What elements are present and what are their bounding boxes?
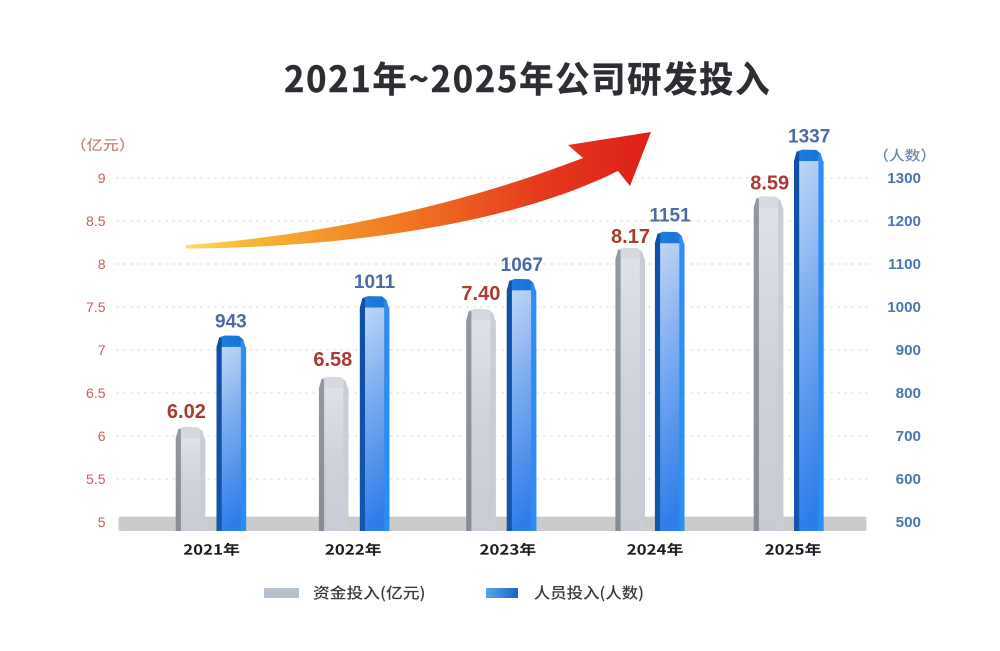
svg-text:7: 7 bbox=[98, 342, 106, 358]
svg-text:6.5: 6.5 bbox=[86, 385, 106, 401]
svg-text:1337: 1337 bbox=[788, 127, 830, 148]
svg-text:1300: 1300 bbox=[887, 170, 921, 187]
svg-text:1067: 1067 bbox=[501, 255, 543, 276]
svg-text:1151: 1151 bbox=[649, 206, 691, 227]
svg-text:600: 600 bbox=[896, 471, 921, 488]
svg-text:5.5: 5.5 bbox=[86, 471, 106, 487]
svg-text:1200: 1200 bbox=[887, 213, 921, 230]
svg-text:800: 800 bbox=[896, 385, 921, 402]
svg-text:1011: 1011 bbox=[354, 272, 396, 293]
svg-text:9: 9 bbox=[98, 170, 106, 186]
svg-text:8.5: 8.5 bbox=[86, 213, 106, 229]
svg-text:500: 500 bbox=[896, 514, 921, 531]
svg-text:900: 900 bbox=[896, 342, 921, 359]
svg-text:5: 5 bbox=[98, 514, 106, 530]
svg-text:943: 943 bbox=[215, 312, 247, 333]
svg-text:7.5: 7.5 bbox=[86, 299, 106, 315]
svg-text:8.17: 8.17 bbox=[611, 226, 650, 248]
svg-text:6: 6 bbox=[98, 428, 106, 444]
svg-text:700: 700 bbox=[896, 428, 921, 445]
svg-text:8.59: 8.59 bbox=[750, 172, 789, 194]
svg-text:8: 8 bbox=[98, 256, 106, 272]
svg-text:1000: 1000 bbox=[887, 299, 921, 316]
svg-text:7.40: 7.40 bbox=[461, 283, 500, 305]
svg-text:1100: 1100 bbox=[888, 256, 921, 273]
svg-text:6.58: 6.58 bbox=[313, 349, 352, 371]
svg-text:6.02: 6.02 bbox=[167, 401, 206, 423]
